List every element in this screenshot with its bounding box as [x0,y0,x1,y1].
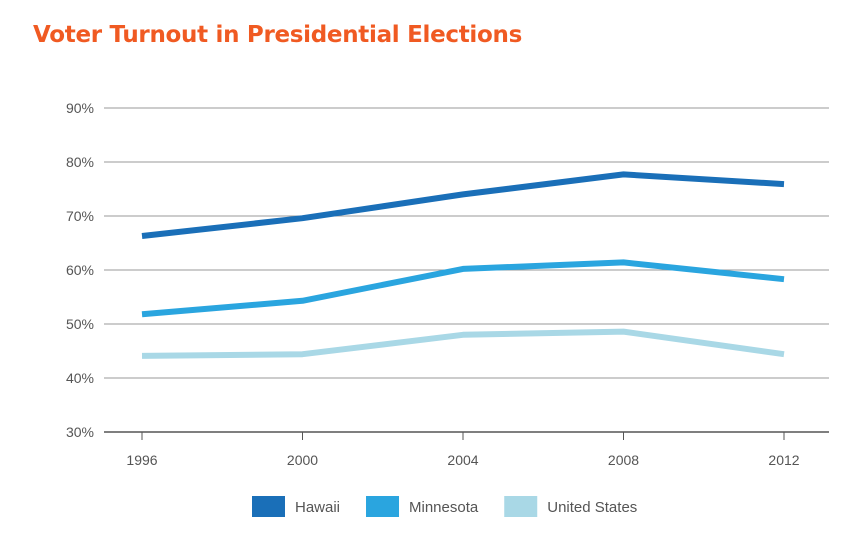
x-axis-ticks: 1996 2000 2004 2008 2012 [126,432,800,468]
y-tick-label: 50% [66,316,94,332]
x-tick-label: 2012 [768,452,799,468]
x-tick-label: 1996 [126,452,157,468]
series-line-minnesota [141,259,785,318]
y-tick-label: 60% [66,262,94,278]
chart-title: Voter Turnout in Presidential Elections [33,22,522,48]
series-lines [141,171,785,359]
y-axis-ticks: 30% 40% 50% 60% 70% 80% 90% [66,100,94,440]
y-tick-label: 80% [66,154,94,170]
legend-item-minnesota: Minnesota [366,496,479,517]
legend-item-united-states: United States [504,496,637,517]
legend-label-hawaii: Hawaii [295,499,340,516]
x-tick-label: 2004 [447,452,478,468]
series-line-united-states [141,328,785,359]
legend-swatch-minnesota [366,496,400,517]
x-tick-label: 2000 [287,452,318,468]
legend-label-minnesota: Minnesota [409,499,479,516]
y-tick-label: 90% [66,100,94,116]
legend-label-united-states: United States [547,499,637,516]
series-line-hawaii [141,171,785,239]
legend: Hawaii Minnesota United States [252,496,637,517]
y-tick-label: 40% [66,370,94,386]
legend-item-hawaii: Hawaii [252,496,340,517]
x-tick-label: 2008 [608,452,639,468]
legend-swatch-united-states [504,496,538,517]
legend-swatch-hawaii [252,496,285,517]
y-tick-label: 70% [66,208,94,224]
y-tick-label: 30% [66,424,94,440]
